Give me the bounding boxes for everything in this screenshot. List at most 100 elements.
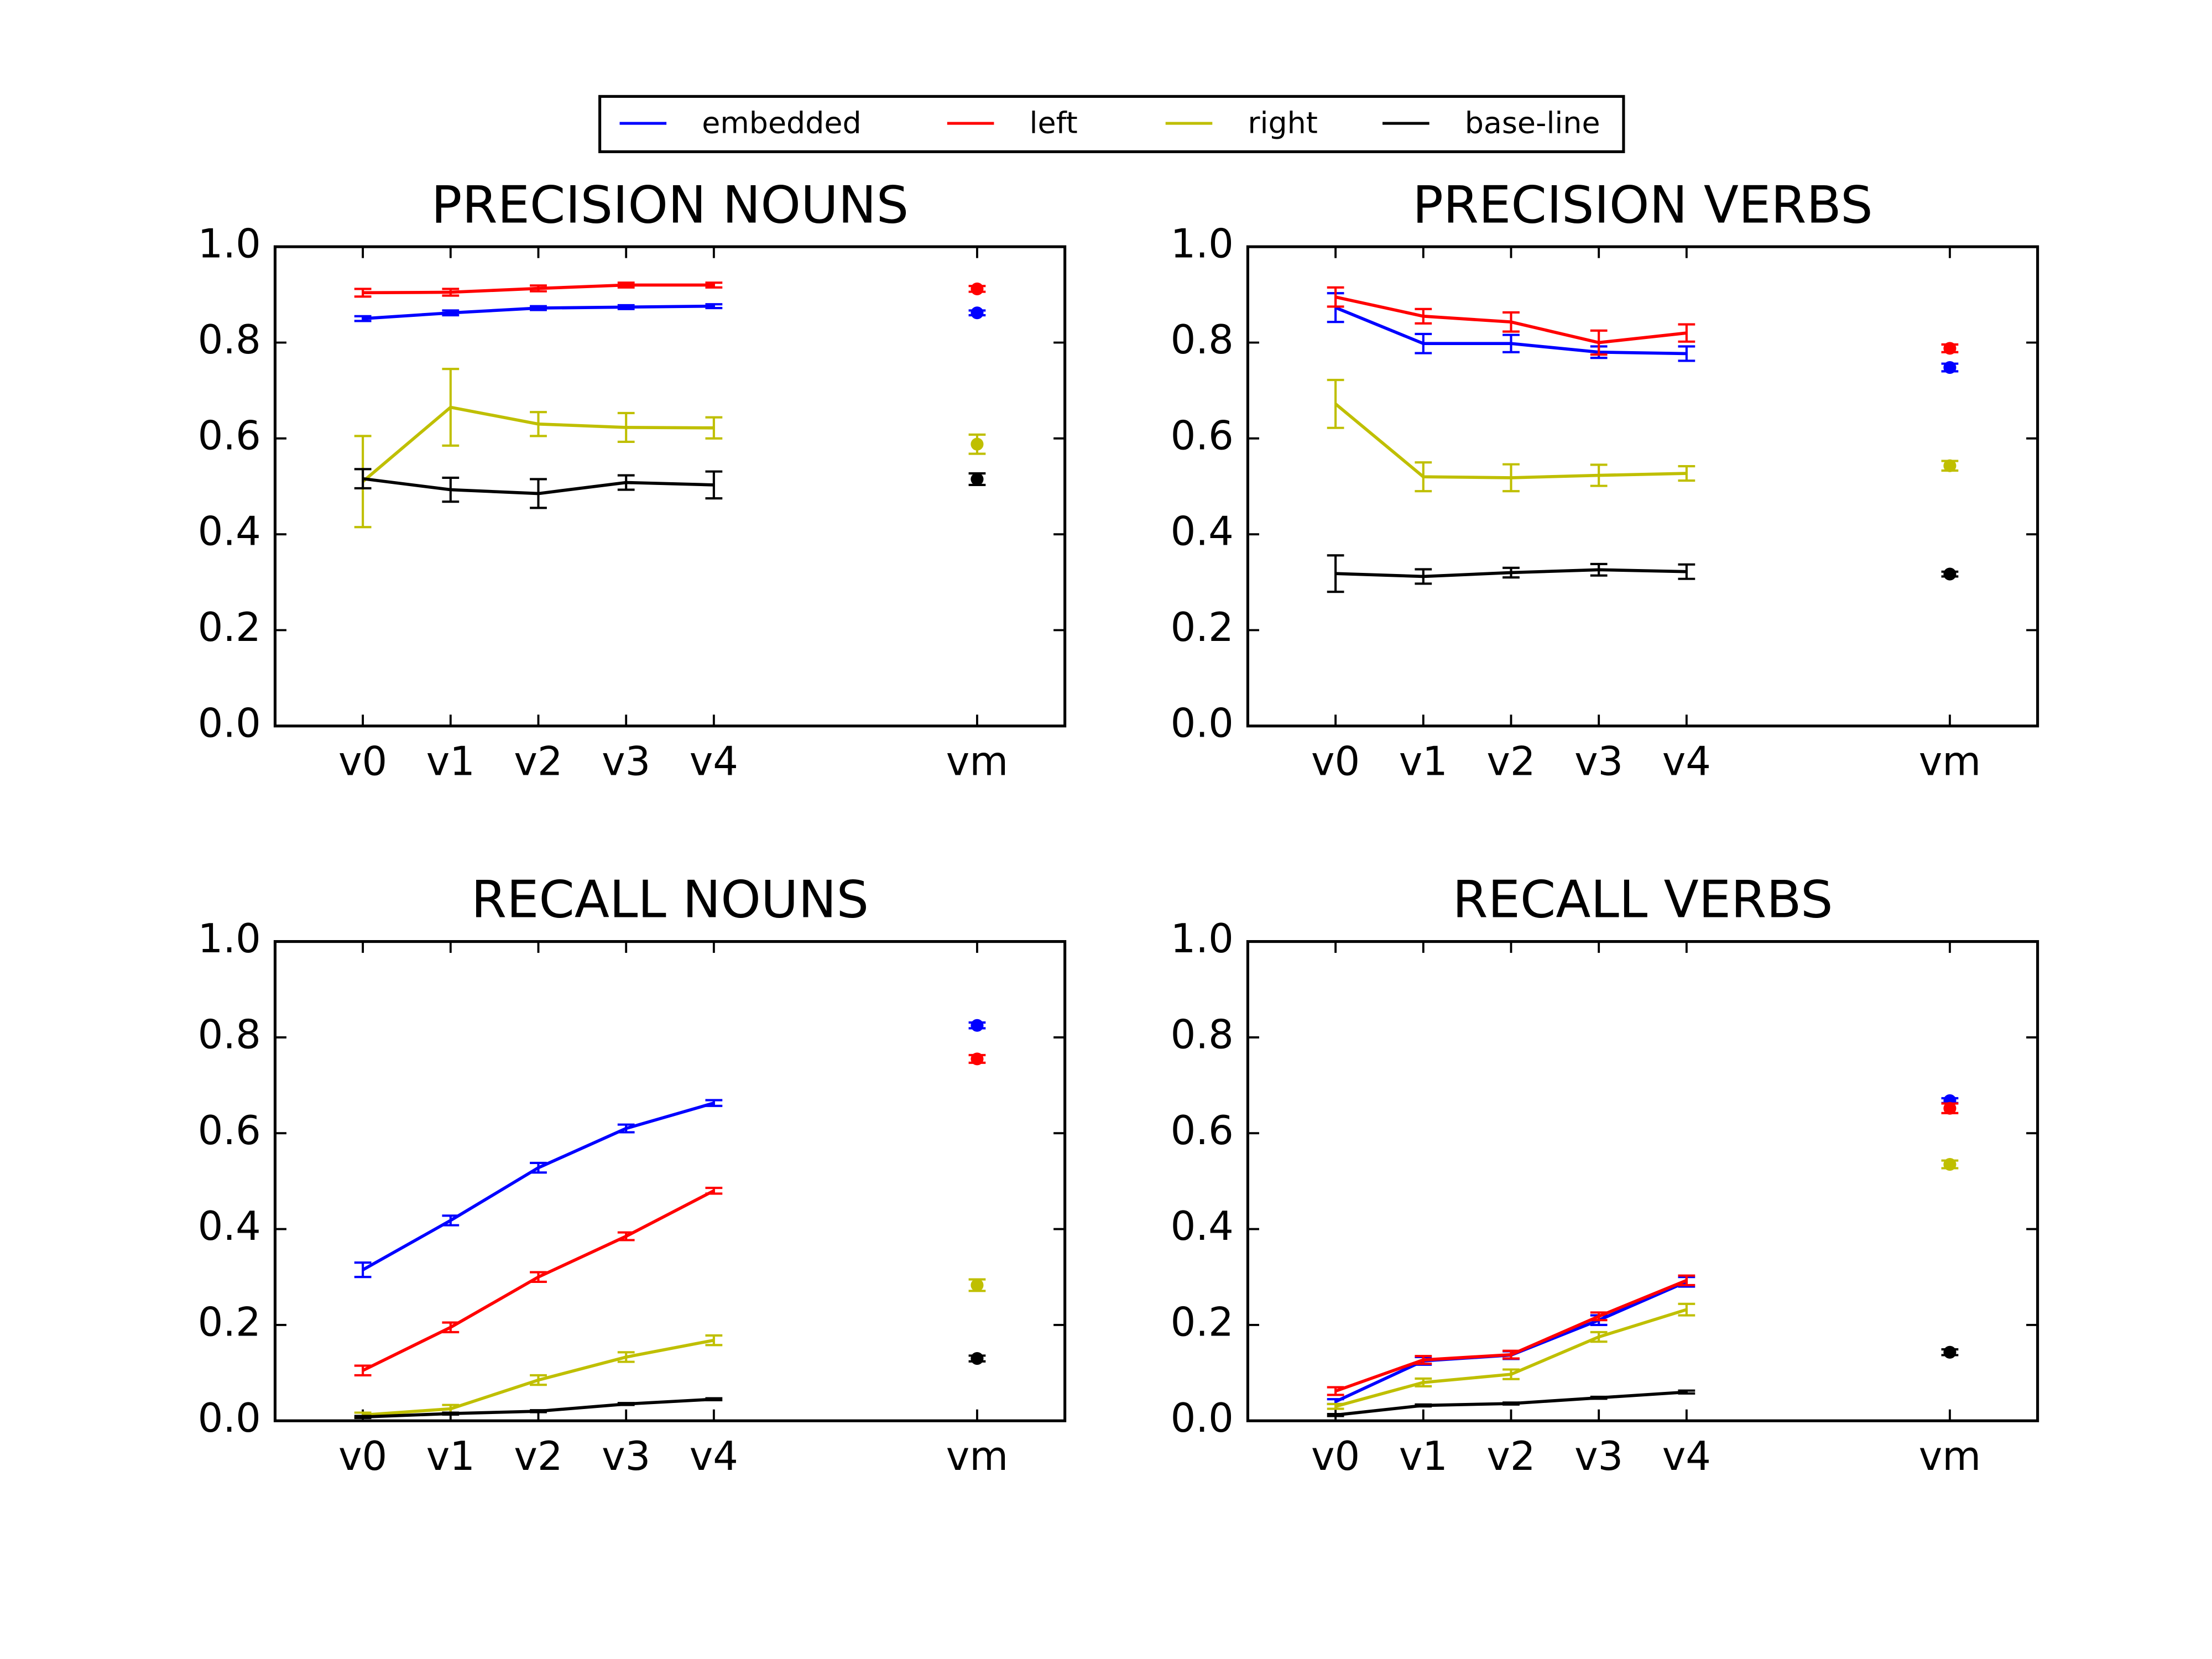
x-tick-label: v2 bbox=[1486, 1433, 1535, 1479]
error-bar bbox=[530, 1409, 547, 1413]
chart-title: RECALL VERBS bbox=[1452, 870, 1833, 930]
error-bar bbox=[617, 474, 635, 491]
y-tick-label: 0.8 bbox=[198, 316, 261, 363]
chart-title: PRECISION NOUNS bbox=[431, 175, 909, 234]
error-bar bbox=[442, 368, 460, 447]
error-bar bbox=[1327, 286, 1344, 308]
error-bar bbox=[530, 1161, 547, 1174]
x-tick-label: v4 bbox=[1662, 738, 1711, 785]
error-bar bbox=[617, 304, 635, 310]
x-tick-label: v4 bbox=[1662, 1433, 1711, 1479]
y-tick-label: 0.4 bbox=[198, 1203, 261, 1249]
error-bar bbox=[442, 288, 460, 297]
x-tick-label: vm bbox=[1919, 738, 1981, 785]
y-tick-label: 0.8 bbox=[198, 1011, 261, 1057]
error-bar bbox=[1415, 332, 1432, 354]
error-bar bbox=[1590, 1395, 1608, 1400]
y-tick-label: 1.0 bbox=[198, 221, 261, 267]
error-bar bbox=[442, 1214, 460, 1227]
error-bar bbox=[1503, 566, 1520, 579]
error-bar bbox=[354, 315, 372, 322]
error-bar bbox=[354, 288, 372, 298]
plot-frame bbox=[273, 245, 1067, 728]
x-tick-label: v3 bbox=[602, 738, 650, 785]
vm-point bbox=[971, 472, 984, 486]
error-bar bbox=[1503, 1349, 1520, 1360]
y-tick-label: 0.8 bbox=[1171, 1011, 1234, 1057]
y-tick-label: 0.0 bbox=[1171, 1395, 1234, 1441]
legend-label: right bbox=[1248, 105, 1317, 140]
error-bar bbox=[1327, 1413, 1344, 1417]
error-bar bbox=[705, 1397, 723, 1402]
error-bar bbox=[617, 1123, 635, 1134]
vm-point bbox=[971, 1019, 984, 1032]
vm-point bbox=[971, 1279, 984, 1292]
error-bar bbox=[530, 305, 547, 311]
error-bar bbox=[354, 1364, 372, 1376]
y-tick-label: 0.6 bbox=[198, 412, 261, 458]
y-tick-label: 0.2 bbox=[1171, 1298, 1234, 1345]
y-tick-label: 0.6 bbox=[1171, 1107, 1234, 1154]
legend-label: embedded bbox=[702, 105, 861, 140]
y-tick-label: 0.2 bbox=[198, 604, 261, 650]
x-tick-label: v0 bbox=[338, 1433, 387, 1479]
error-bar bbox=[354, 1415, 372, 1420]
error-bar bbox=[1415, 1355, 1432, 1365]
error-bar bbox=[442, 1411, 460, 1416]
chart-title: RECALL NOUNS bbox=[471, 870, 869, 930]
error-bar bbox=[705, 416, 723, 440]
y-tick-label: 0.8 bbox=[1171, 316, 1234, 363]
x-tick-label: v2 bbox=[514, 738, 562, 785]
error-bar bbox=[530, 411, 547, 437]
x-tick-label: v1 bbox=[426, 1433, 475, 1479]
y-tick-label: 1.0 bbox=[198, 915, 261, 962]
error-bar bbox=[442, 309, 460, 317]
error-bar bbox=[1590, 463, 1608, 487]
vm-point bbox=[1943, 1345, 1957, 1359]
plot-frame bbox=[1246, 940, 2039, 1422]
error-bar bbox=[705, 1186, 723, 1195]
error-bar bbox=[1415, 1377, 1432, 1387]
y-tick-label: 0.0 bbox=[198, 1395, 261, 1441]
error-bar bbox=[1678, 1389, 1695, 1395]
vm-point bbox=[1943, 1102, 1957, 1115]
y-tick-label: 0.2 bbox=[198, 1298, 261, 1345]
error-bar bbox=[1590, 1311, 1608, 1322]
error-bar bbox=[1503, 1401, 1520, 1406]
x-tick-label: v0 bbox=[1311, 1433, 1360, 1479]
vm-point bbox=[1943, 567, 1957, 581]
legend-box bbox=[598, 95, 1625, 153]
error-bar bbox=[530, 1374, 547, 1386]
y-tick-label: 0.6 bbox=[1171, 412, 1234, 458]
error-bar bbox=[1415, 1403, 1432, 1408]
y-tick-label: 0.6 bbox=[198, 1107, 261, 1154]
error-bar bbox=[1415, 461, 1432, 493]
error-bar bbox=[354, 468, 372, 490]
error-bar bbox=[617, 411, 635, 443]
error-bar bbox=[617, 1351, 635, 1363]
vm-point bbox=[971, 1052, 984, 1066]
y-tick-label: 0.4 bbox=[1171, 508, 1234, 555]
error-bar bbox=[1327, 1402, 1344, 1410]
error-bar bbox=[1503, 333, 1520, 353]
x-tick-label: vm bbox=[946, 1433, 1008, 1479]
x-tick-label: v3 bbox=[1574, 738, 1623, 785]
error-bar bbox=[705, 281, 723, 289]
y-tick-label: 1.0 bbox=[1171, 915, 1234, 962]
error-bar bbox=[1678, 1302, 1695, 1317]
vm-point bbox=[1943, 342, 1957, 355]
error-bar bbox=[1415, 307, 1432, 325]
legend-label: base-line bbox=[1465, 105, 1600, 140]
x-tick-label: vm bbox=[946, 738, 1008, 785]
y-tick-label: 0.0 bbox=[198, 700, 261, 746]
x-tick-label: v2 bbox=[514, 1433, 562, 1479]
y-tick-label: 1.0 bbox=[1171, 221, 1234, 267]
x-tick-label: v0 bbox=[1311, 738, 1360, 785]
error-bar bbox=[705, 470, 723, 500]
y-tick-label: 0.4 bbox=[198, 508, 261, 555]
x-tick-label: v1 bbox=[1399, 738, 1448, 785]
chart-title: PRECISION VERBS bbox=[1412, 175, 1872, 234]
error-bar bbox=[1678, 345, 1695, 362]
